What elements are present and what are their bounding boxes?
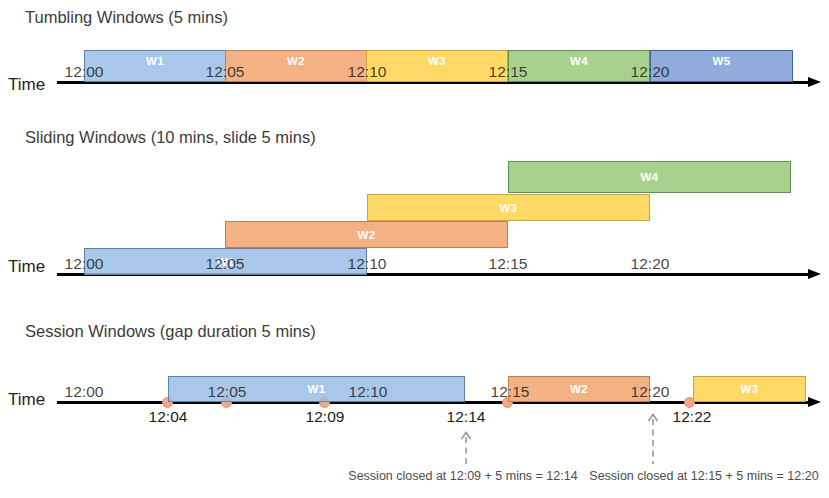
- session-tick-12-05: 12:05: [203, 383, 251, 401]
- sliding-tick-12-10: 12:10: [343, 255, 391, 273]
- sliding-tick-12-20: 12:20: [626, 255, 674, 273]
- sliding-tick-12-05: 12:05: [201, 255, 249, 273]
- tumbling-tick-12-20: 12:20: [626, 63, 674, 81]
- session-window-w3: W3: [693, 376, 806, 402]
- sliding-window-w4: W4: [508, 161, 791, 193]
- session-closed-annotation-2: Session closed at 12:15 + 5 mins = 12:20: [586, 469, 822, 483]
- session-title: Session Windows (gap duration 5 mins): [25, 322, 316, 341]
- sliding-tick-12-00: 12:00: [60, 255, 108, 273]
- sliding-window-w2: W2: [225, 221, 508, 248]
- sliding-time-label: Time: [8, 257, 45, 277]
- sliding-tick-12-15: 12:15: [484, 255, 532, 273]
- session-tick-12-00: 12:00: [60, 383, 108, 401]
- event-time-12-22: 12:22: [666, 408, 718, 426]
- tumbling-time-label: Time: [8, 75, 45, 95]
- tumbling-tick-12-15: 12:15: [484, 63, 532, 81]
- window-label: W2: [287, 55, 305, 67]
- tumbling-axis-arrowhead-icon: [808, 77, 821, 87]
- window-label: W4: [570, 55, 588, 67]
- window-label: W1: [307, 383, 325, 395]
- tumbling-tick-12-00: 12:00: [60, 63, 108, 81]
- sliding-title: Sliding Windows (10 mins, slide 5 mins): [25, 128, 316, 147]
- dashed-up-arrow-icon: [459, 430, 473, 469]
- session-time-label: Time: [8, 390, 45, 410]
- tumbling-tick-12-05: 12:05: [201, 63, 249, 81]
- window-label: W5: [712, 55, 730, 67]
- session-closed-annotation-1: Session closed at 12:09 + 5 mins = 12:14: [345, 469, 581, 483]
- windowing-diagram: Tumbling Windows (5 mins) Time W1 W2 W3 …: [0, 0, 829, 498]
- window-label: W2: [570, 383, 588, 395]
- event-time-12-09: 12:09: [299, 408, 351, 426]
- session-tick-12-10: 12:10: [344, 383, 392, 401]
- session-close-time-12-14: 12:14: [440, 408, 492, 426]
- window-label: W3: [428, 55, 446, 67]
- window-label: W1: [146, 55, 164, 67]
- session-tick-12-15: 12:15: [486, 383, 534, 401]
- window-label: W4: [640, 171, 658, 183]
- event-time-12-04: 12:04: [142, 408, 194, 426]
- dashed-up-arrow-icon: [646, 412, 660, 469]
- window-label: W3: [499, 202, 517, 214]
- sliding-window-w3: W3: [367, 194, 650, 221]
- session-axis-arrowhead-icon: [808, 397, 821, 407]
- window-label: W3: [740, 383, 758, 395]
- session-tick-12-20: 12:20: [626, 383, 674, 401]
- sliding-axis-arrowhead-icon: [808, 269, 821, 279]
- tumbling-tick-12-10: 12:10: [343, 63, 391, 81]
- window-label: W2: [357, 229, 375, 241]
- tumbling-title: Tumbling Windows (5 mins): [25, 8, 228, 27]
